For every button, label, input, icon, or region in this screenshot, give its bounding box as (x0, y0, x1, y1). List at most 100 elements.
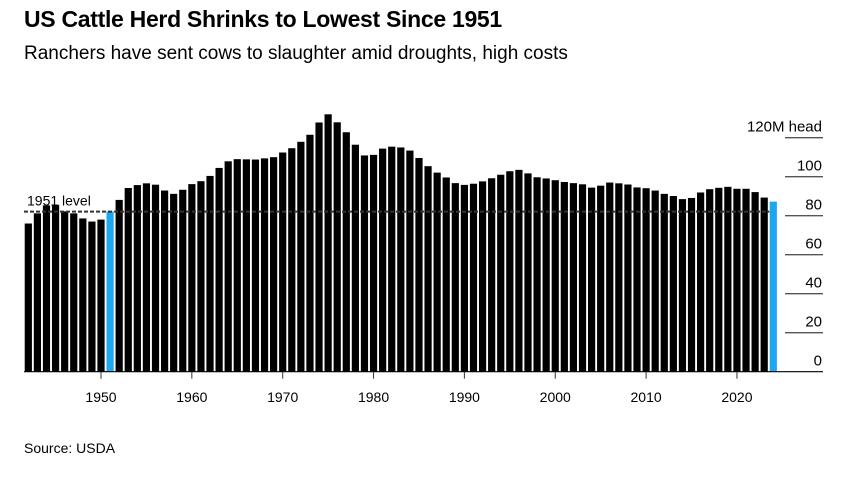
y-tick-label: 60 (805, 236, 822, 253)
x-tick-label: 1950 (85, 389, 116, 405)
bar-1944 (42, 205, 51, 372)
bar-1963 (215, 167, 223, 372)
x-tick-label: 1990 (449, 389, 480, 405)
bar-1964 (224, 161, 232, 372)
bar-2005 (597, 185, 605, 372)
bar-1958 (170, 193, 178, 372)
bar-2018 (715, 187, 723, 372)
bar-1978 (351, 144, 359, 372)
bar-1951 (106, 211, 114, 372)
bar-1993 (488, 178, 496, 372)
bar-1975 (324, 114, 332, 372)
bar-2010 (642, 188, 650, 372)
y-tick-label: 120M head (747, 119, 822, 136)
y-tick-label: 0 (814, 353, 822, 370)
bar-1992 (478, 181, 487, 372)
bar-1997 (524, 173, 532, 372)
bar-2022 (751, 192, 759, 372)
bar-2006 (606, 182, 614, 372)
bar-1976 (333, 122, 341, 372)
bar-1953 (124, 188, 132, 372)
bar-1996 (515, 169, 523, 372)
bar-1961 (197, 181, 205, 372)
bar-1960 (188, 184, 196, 372)
bar-1990 (460, 184, 468, 372)
bar-1952 (115, 199, 123, 372)
bar-2001 (560, 181, 568, 372)
x-tick-label: 1960 (176, 389, 207, 405)
bar-1982 (388, 146, 396, 372)
bar-1965 (233, 159, 241, 372)
bar-1984 (406, 150, 414, 372)
bar-1954 (133, 185, 141, 372)
bar-1966 (242, 159, 250, 372)
reference-line-label: 1951 level (27, 193, 91, 209)
bar-2017 (706, 189, 714, 372)
bar-1983 (397, 147, 405, 372)
bar-1948 (79, 218, 87, 372)
x-tick-label: 2020 (721, 389, 752, 405)
bar-2000 (551, 180, 559, 372)
bar-1979 (360, 155, 369, 372)
bar-2003 (578, 184, 587, 372)
bar-2019 (724, 186, 732, 372)
y-tick-label: 80 (805, 197, 822, 214)
bar-2016 (697, 192, 705, 372)
bar-2020 (733, 188, 741, 372)
bar-2021 (742, 188, 750, 372)
bar-2023 (760, 197, 768, 372)
bar-1981 (379, 148, 387, 372)
bar-1973 (306, 134, 314, 372)
bar-1946 (61, 211, 69, 372)
bar-1949 (88, 221, 96, 372)
bar-1998 (533, 177, 541, 372)
bar-2013 (669, 196, 677, 372)
bar-2009 (633, 187, 641, 372)
bar-2015 (687, 197, 696, 372)
bar-1955 (142, 183, 151, 372)
x-tick-label: 2000 (540, 389, 571, 405)
bar-1994 (497, 174, 505, 372)
bar-1967 (251, 159, 260, 372)
bar-2008 (624, 184, 632, 372)
x-tick-label: 1970 (267, 389, 298, 405)
bar-1957 (160, 190, 169, 372)
bar-2011 (651, 190, 659, 372)
y-tick-label: 100 (797, 158, 822, 175)
bar-1972 (297, 141, 305, 372)
bar-2004 (587, 187, 596, 372)
bar-1947 (70, 213, 78, 372)
bar-1959 (179, 189, 187, 372)
bar-1962 (206, 175, 214, 372)
bar-1987 (433, 172, 441, 372)
bar-1980 (369, 154, 378, 372)
bar-1968 (260, 158, 269, 372)
bar-1995 (506, 171, 514, 372)
bar-2024 (769, 201, 777, 372)
bar-1956 (151, 184, 160, 372)
bar-1943 (33, 213, 42, 372)
x-tick-label: 2010 (631, 389, 662, 405)
y-tick-label: 20 (805, 314, 822, 331)
bar-1989 (451, 183, 459, 372)
bar-1942 (24, 223, 32, 372)
bar-2007 (615, 183, 623, 372)
bar-1986 (424, 166, 432, 372)
bar-1969 (270, 157, 278, 372)
bar-1970 (279, 152, 287, 372)
bar-1971 (288, 148, 296, 372)
bar-1988 (442, 177, 450, 372)
bar-1985 (415, 157, 423, 372)
bar-2014 (678, 199, 687, 372)
bar-1999 (542, 178, 550, 372)
y-tick-label: 40 (805, 275, 822, 292)
bar-1977 (342, 132, 350, 372)
bar-1974 (315, 122, 323, 372)
source-note: Source: USDA (24, 440, 116, 456)
bar-2012 (660, 193, 668, 372)
x-tick-label: 1980 (358, 389, 389, 405)
chart-title: US Cattle Herd Shrinks to Lowest Since 1… (24, 6, 502, 32)
chart-subtitle: Ranchers have sent cows to slaughter ami… (24, 43, 568, 64)
bar-1950 (97, 219, 105, 372)
bar-1945 (51, 204, 60, 372)
